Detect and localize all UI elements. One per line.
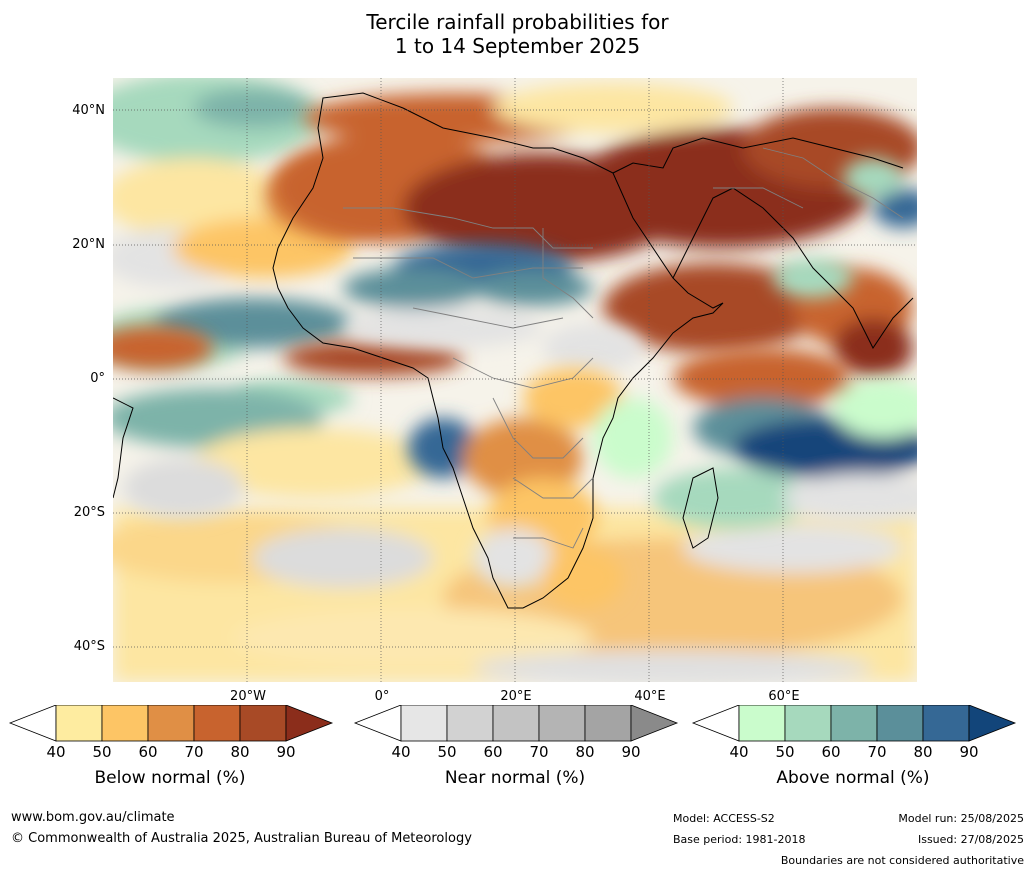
lon-label-0: 0° xyxy=(374,689,390,704)
colorbar-above-tick: 40 xyxy=(729,743,749,761)
country-borders xyxy=(343,147,904,549)
map-title-line2: 1 to 14 September 2025 xyxy=(394,34,641,58)
colorbar-near-tick: 50 xyxy=(437,743,457,761)
colorbar-near-tick: 70 xyxy=(529,743,549,761)
colorbar-below-tick: 90 xyxy=(276,743,296,761)
colorbar-below-tick: 50 xyxy=(92,743,112,761)
colorbar-below-tick: 70 xyxy=(184,743,204,761)
lat-label-20n: 20°N xyxy=(72,237,105,252)
colorbar-below-tick: 40 xyxy=(46,743,66,761)
footer-url: www.bom.gov.au/climate xyxy=(11,810,175,825)
footer-model: Model: ACCESS-S2 xyxy=(673,812,775,825)
lat-label-40s: 40°S xyxy=(73,639,105,654)
footer-disclaimer: Boundaries are not considered authoritat… xyxy=(780,854,1024,867)
colorbar-near-tick: 80 xyxy=(575,743,595,761)
footer-issued: Issued: 27/08/2025 xyxy=(917,833,1024,846)
colorbar-below-segment xyxy=(193,705,241,742)
rainfall-probability-map xyxy=(113,78,917,682)
coastlines xyxy=(113,92,914,609)
lat-label-20s: 20°S xyxy=(73,505,105,520)
colorbar-above-low-extend xyxy=(691,705,740,742)
colorbar-above-high-extend xyxy=(968,705,1017,742)
colorbar-above-segment xyxy=(738,705,786,742)
colorbar-below-high-extend xyxy=(285,705,334,742)
lon-label-20e: 20°E xyxy=(500,689,532,704)
colorbars xyxy=(8,705,1017,742)
colorbar-above-segment xyxy=(830,705,878,742)
colorbar-below-segment xyxy=(239,705,287,742)
colorbar-below-low-extend xyxy=(8,705,57,742)
lat-label-40n: 40°N xyxy=(72,103,105,118)
colorbar-near-high-extend xyxy=(630,705,679,742)
colorbar-near-low-extend xyxy=(353,705,402,742)
colorbar-near-segment xyxy=(584,705,632,742)
colorbar-above-tick: 60 xyxy=(821,743,841,761)
colorbar-near-tick: 90 xyxy=(621,743,641,761)
colorbar-near-tick: 60 xyxy=(483,743,503,761)
graticule xyxy=(113,78,917,682)
footer-copyright: © Commonwealth of Australia 2025, Austra… xyxy=(11,831,472,846)
colorbar-below xyxy=(8,705,334,742)
central-africa-fields xyxy=(408,368,673,608)
colorbar-title-near: Near normal (%) xyxy=(444,768,586,788)
colorbar-near-segment xyxy=(538,705,586,742)
lon-label-20w: 20°W xyxy=(230,689,266,704)
colorbar-near-segment xyxy=(400,705,448,742)
tropical-atlantic-fields xyxy=(113,326,463,518)
lon-label-40e: 40°E xyxy=(634,689,666,704)
colorbar-above-tick: 80 xyxy=(913,743,933,761)
lon-label-60e: 60°E xyxy=(768,689,800,704)
colorbar-above xyxy=(691,705,1017,742)
sahel-wet-fields xyxy=(343,243,643,373)
colorbar-title-below: Below normal (%) xyxy=(94,768,246,788)
colorbar-near-segment xyxy=(492,705,540,742)
colorbar-below-segment xyxy=(147,705,195,742)
colorbar-above-segment xyxy=(922,705,970,742)
colorbar-below-tick: 80 xyxy=(230,743,250,761)
colorbar-below-segment xyxy=(55,705,103,742)
colorbar-below-tick: 60 xyxy=(138,743,158,761)
map-title-line1: Tercile rainfall probabilities for xyxy=(366,10,669,34)
footer-model-run: Model run: 25/08/2025 xyxy=(898,812,1024,825)
colorbar-above-segment xyxy=(876,705,924,742)
colorbar-near-tick: 40 xyxy=(391,743,411,761)
colorbar-near-segment xyxy=(446,705,494,742)
colorbar-above-tick: 50 xyxy=(775,743,795,761)
colorbar-near xyxy=(353,705,679,742)
colorbar-title-above: Above normal (%) xyxy=(776,768,930,788)
colorbar-below-segment xyxy=(101,705,149,742)
colorbar-above-tick: 90 xyxy=(959,743,979,761)
lat-label-0: 0° xyxy=(90,371,105,386)
footer-base-period: Base period: 1981-2018 xyxy=(673,833,806,846)
colorbar-above-tick: 70 xyxy=(867,743,887,761)
colorbar-above-segment xyxy=(784,705,832,742)
indian-ocean-fields xyxy=(653,158,917,528)
